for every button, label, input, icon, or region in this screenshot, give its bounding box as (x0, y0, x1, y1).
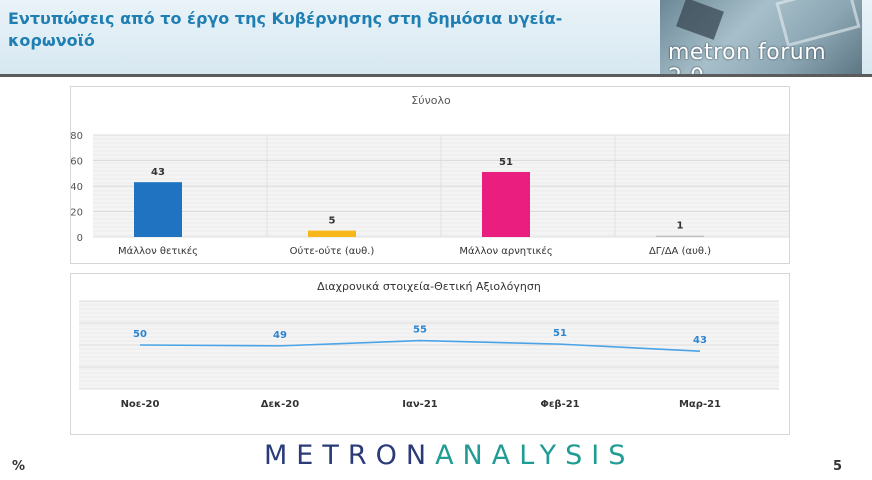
x-tick-label: ΔΓ/ΔΑ (αυθ.) (649, 246, 711, 257)
page-number: 5 (833, 459, 843, 474)
bar-value-label: 5 (329, 216, 336, 227)
logo-text: metron forum 2.0 (668, 40, 827, 74)
x-tick-label: Μαρ-21 (679, 399, 721, 410)
metron-analysis-logo: METRONANALYSIS (264, 440, 634, 471)
logo-decoration (676, 0, 724, 40)
y-tick-label: 20 (71, 208, 83, 219)
bar-value-label: 43 (151, 167, 165, 178)
metron-forum-logo: metron forum 2.0 (660, 0, 862, 74)
bar-value-label: 51 (499, 157, 513, 168)
bar-3 (656, 235, 704, 237)
point-value-label: 49 (273, 330, 287, 341)
line-chart: Διαχρονικά στοιχεία-Θετική Αξιολόγηση 50 4… (79, 280, 779, 410)
bar-0 (134, 182, 182, 237)
chart-title: Διαχρονικά στοιχεία-Θετική Αξιολόγηση (317, 280, 541, 293)
x-tick-label: Μάλλον αρνητικές (459, 245, 552, 257)
x-tick-label: Φεβ-21 (540, 399, 579, 410)
y-tick-label: 60 (71, 157, 83, 168)
slide-title: Εντυπώσεις από το έργο της Κυβέρνησης στ… (8, 9, 563, 50)
y-tick-label: 80 (71, 131, 83, 142)
point-value-label: 43 (693, 335, 707, 346)
x-tick-label: Ιαν-21 (402, 399, 438, 410)
x-tick-label: Νοε-20 (121, 399, 160, 410)
point-value-label: 55 (413, 325, 427, 336)
unit-label: % (12, 459, 26, 474)
y-tick-label: 40 (71, 182, 83, 193)
point-value-label: 50 (133, 329, 147, 340)
x-tick-label: Δεκ-20 (261, 399, 300, 410)
chart-title: Σύνολο (411, 94, 451, 107)
bar-value-label: 1 (677, 221, 684, 232)
series-line (139, 339, 701, 352)
y-tick-label: 0 (77, 233, 83, 244)
brand-part1: METRON (264, 440, 436, 471)
brand-part2: ANALYSIS (435, 440, 635, 471)
line-chart-panel: Διαχρονικά στοιχεία-Θετική Αξιολόγηση 50 4… (70, 273, 790, 435)
header-divider (0, 74, 872, 77)
x-tick-label: Μάλλον θετικές (118, 245, 198, 257)
bar-1 (308, 230, 356, 237)
point-value-label: 51 (553, 328, 567, 339)
bar-chart-panel: Σύνολο 0 20 40 60 80 43 Μάλλον θετικές 5 Ούτε-ούτ… (70, 86, 790, 264)
x-tick-label: Ούτε-ούτε (αυθ.) (290, 245, 375, 257)
bar-chart: Σύνολο 0 20 40 60 80 43 Μάλλον θετικές 5 Ούτε-ούτ… (70, 94, 789, 257)
bar-2 (482, 171, 530, 237)
